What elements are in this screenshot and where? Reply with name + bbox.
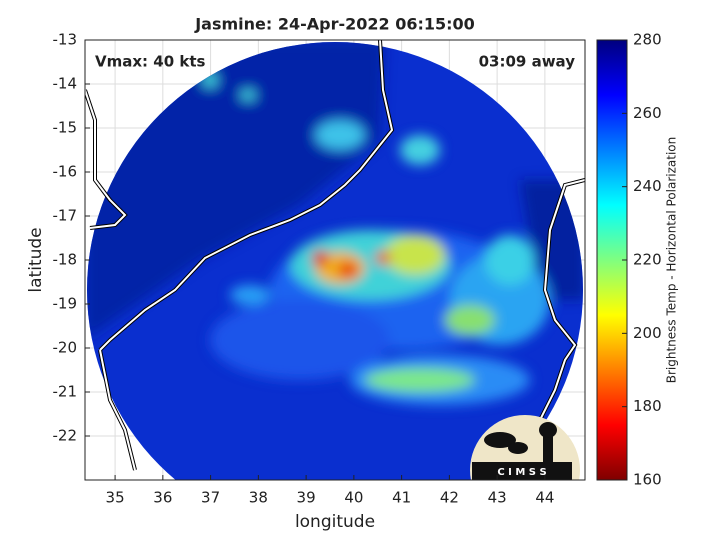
y-tick-label: -22 xyxy=(53,427,78,445)
colorbar-tick-label: 160 xyxy=(633,471,662,489)
y-tick-label: -15 xyxy=(53,119,78,137)
x-tick-label: 40 xyxy=(344,489,363,507)
x-tick-label: 42 xyxy=(440,489,459,507)
x-tick-label: 39 xyxy=(297,489,316,507)
x-axis-label: longitude xyxy=(295,512,375,532)
colorbar-label: Brightness Temp - Horizontal Polarizatio… xyxy=(665,137,679,384)
x-tick-label: 35 xyxy=(106,489,125,507)
y-tick-label: -14 xyxy=(53,75,78,93)
imagery: C I M S S xyxy=(85,40,585,480)
title: Jasmine: 24-Apr-2022 06:15:00 xyxy=(194,15,475,34)
x-tick-label: 43 xyxy=(488,489,507,507)
x-tick-label: 41 xyxy=(392,489,411,507)
y-axis-label: latitude xyxy=(26,227,46,292)
x-tick-label: 38 xyxy=(249,489,268,507)
colorbar-tick-label: 200 xyxy=(633,324,662,342)
vmax-annotation: Vmax: 40 kts xyxy=(95,53,205,71)
colorbar-tick-label: 240 xyxy=(633,177,662,195)
y-tick-label: -16 xyxy=(53,163,78,181)
x-tick-label: 37 xyxy=(201,489,220,507)
colorbar-tick-label: 220 xyxy=(633,251,662,269)
logo-text: C I M S S xyxy=(497,467,546,478)
x-tick-label: 44 xyxy=(535,489,554,507)
y-tick-label: -13 xyxy=(53,31,78,49)
y-tick-label: -20 xyxy=(53,339,78,357)
y-tick-label: -21 xyxy=(53,383,78,401)
imagery-features xyxy=(87,42,583,405)
x-tick-label: 36 xyxy=(153,489,172,507)
y-tick-label: -18 xyxy=(53,251,78,269)
colorbar-tick-label: 260 xyxy=(633,104,662,122)
colorbar-tick-label: 180 xyxy=(633,397,662,415)
coastlines xyxy=(85,40,585,471)
time-annotation: 03:09 away xyxy=(479,53,576,71)
colorbar-tick-label: 280 xyxy=(633,31,662,49)
y-tick-label: -17 xyxy=(53,207,78,225)
logo: C I M S S xyxy=(470,415,580,480)
y-tick-label: -19 xyxy=(53,295,78,313)
